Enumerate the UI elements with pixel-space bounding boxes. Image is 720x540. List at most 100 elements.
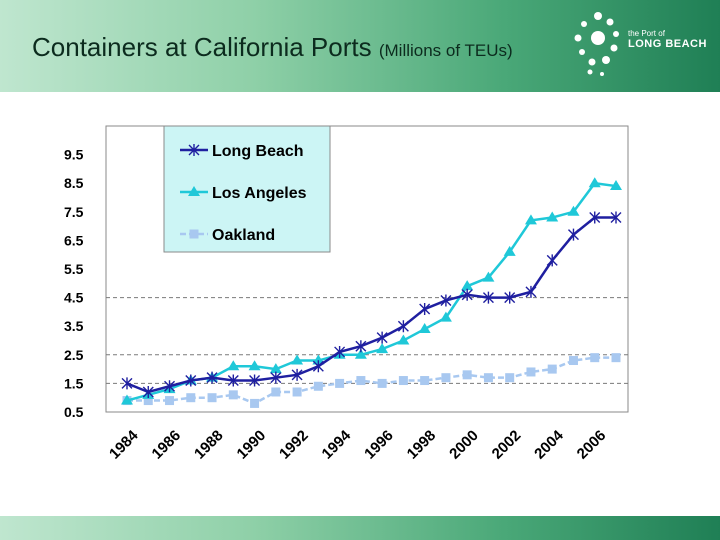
x-tick-label: 1992 (276, 427, 312, 463)
data-point (525, 285, 537, 298)
data-point (248, 360, 261, 371)
x-tick-label: 2004 (531, 427, 567, 463)
data-point (188, 144, 200, 156)
data-point (269, 363, 282, 374)
data-point (334, 345, 346, 358)
data-point (420, 376, 430, 386)
data-point (505, 373, 515, 383)
data-point (250, 398, 260, 408)
data-point (524, 214, 537, 225)
data-point (482, 291, 494, 304)
data-point (526, 367, 536, 377)
data-point (590, 353, 600, 363)
data-point (567, 205, 580, 216)
data-point (418, 323, 431, 334)
data-point (376, 331, 388, 344)
data-point (461, 288, 473, 301)
data-point (227, 374, 239, 387)
x-tick-label: 1994 (319, 427, 355, 463)
data-point (610, 211, 622, 224)
y-tick-label: 1.5 (64, 375, 84, 391)
data-point (312, 354, 325, 365)
y-tick-label: 2.5 (64, 347, 84, 363)
data-point (439, 311, 452, 322)
data-point (207, 393, 217, 403)
data-point (312, 360, 324, 373)
data-point (397, 334, 410, 345)
page-title: Containers at California Ports (Millions… (32, 32, 513, 63)
legend-label: Los Angeles (212, 185, 307, 202)
data-point (291, 354, 304, 365)
y-tick-label: 0.5 (64, 404, 84, 420)
data-point (313, 381, 323, 391)
x-tick-label: 1984 (106, 427, 142, 463)
legend: Long Beach Los Angeles Oakland (163, 125, 331, 253)
data-point (589, 211, 601, 224)
data-point (482, 271, 495, 282)
y-tick-label: 5.5 (64, 261, 84, 277)
data-point (441, 373, 451, 383)
data-point (355, 340, 367, 353)
series-line (127, 356, 616, 405)
data-point (121, 394, 133, 405)
x-tick-label: 1998 (404, 427, 440, 463)
data-point (142, 385, 154, 398)
data-point (461, 280, 474, 291)
x-tick-label: 1990 (234, 427, 270, 463)
data-point (186, 393, 196, 403)
data-point (568, 356, 578, 366)
data-point (291, 368, 303, 381)
data-point (504, 291, 516, 304)
x-tick-label: 2002 (489, 427, 525, 463)
data-point (292, 387, 302, 397)
x-tick-label: 1996 (361, 427, 397, 463)
x-tick-label: 1988 (191, 427, 227, 463)
data-point (271, 387, 281, 397)
data-point (547, 364, 557, 374)
legend-label: Long Beach (212, 143, 304, 160)
x-tick-label: 2000 (446, 427, 482, 463)
brand-small-text: the Port of (628, 29, 665, 38)
header-banner: Containers at California Ports (Millions… (0, 0, 720, 92)
data-point (121, 377, 133, 390)
data-point (270, 371, 282, 384)
data-point (164, 380, 176, 393)
data-point (185, 374, 197, 387)
data-point (206, 371, 218, 384)
data-point (483, 373, 493, 383)
y-tick-label: 7.5 (64, 204, 84, 220)
data-point (567, 228, 579, 241)
data-point (228, 390, 238, 400)
data-point (546, 211, 559, 222)
y-tick-label: 3.5 (64, 318, 84, 334)
plot-area (105, 125, 629, 413)
y-tick-label: 4.5 (64, 290, 84, 306)
data-point (610, 180, 622, 191)
data-point (227, 360, 240, 371)
data-point (419, 303, 431, 316)
y-tick-label: 8.5 (64, 175, 84, 191)
data-point (356, 376, 366, 386)
x-tick-label: 1986 (149, 427, 185, 463)
data-point (335, 378, 345, 388)
title-main: Containers at California Ports (32, 32, 372, 62)
port-brand: the Port of LONG BEACH (628, 28, 707, 50)
port-logo-icon (574, 12, 619, 76)
data-point (503, 245, 516, 256)
data-point (546, 254, 558, 267)
footer-banner (0, 516, 720, 540)
data-point (397, 320, 409, 333)
data-point (440, 294, 452, 307)
x-tick-label: 2006 (574, 427, 610, 463)
data-point (376, 343, 389, 354)
data-point (377, 378, 387, 388)
legend-label: Oakland (212, 227, 275, 244)
data-point (588, 177, 601, 188)
data-point (398, 376, 408, 386)
series-line (126, 216, 616, 394)
data-point (249, 374, 261, 387)
y-tick-label: 6.5 (64, 232, 84, 248)
data-point (462, 370, 472, 380)
y-tick-label: 9.5 (64, 147, 84, 163)
